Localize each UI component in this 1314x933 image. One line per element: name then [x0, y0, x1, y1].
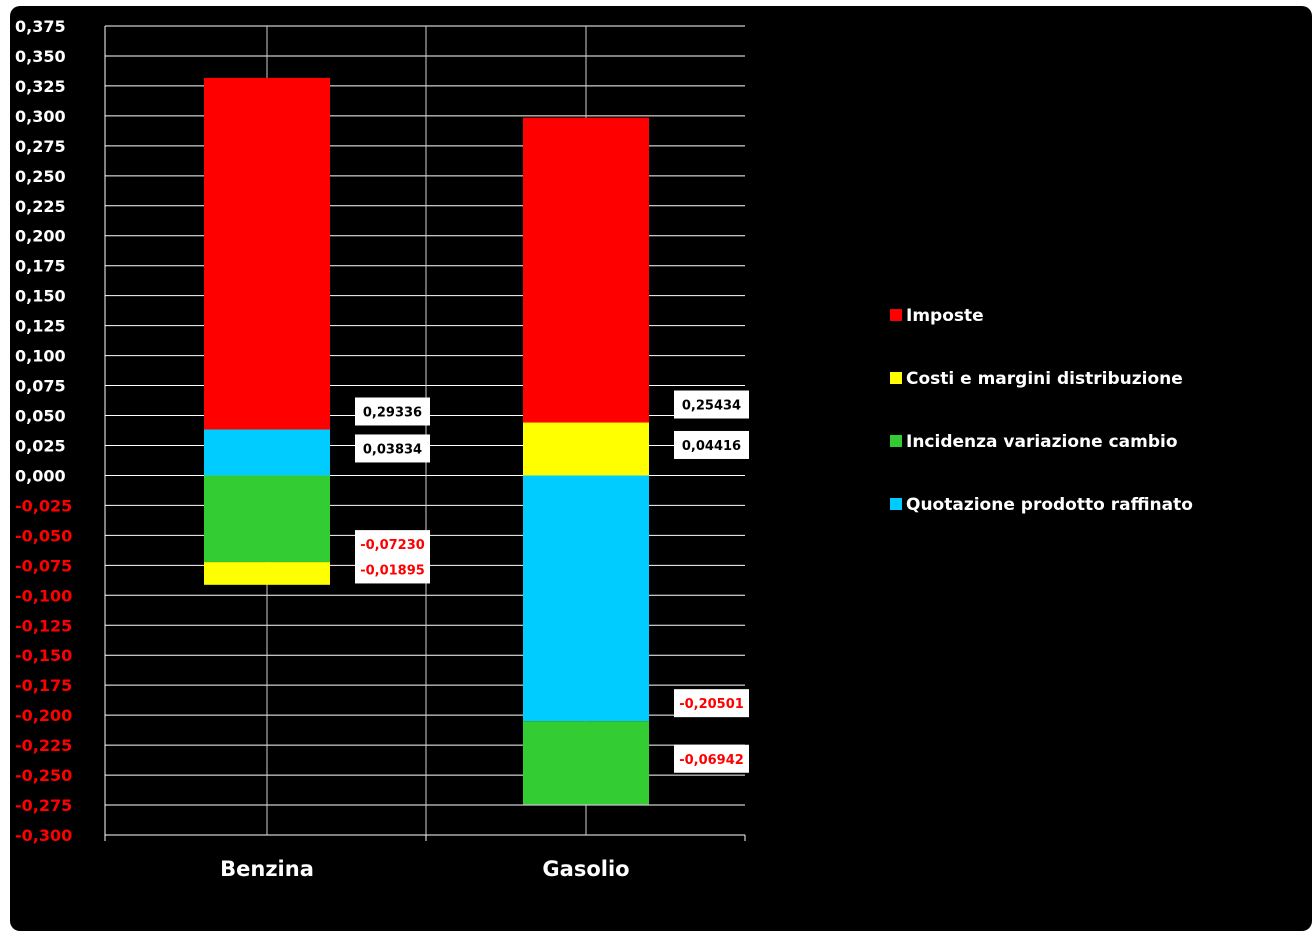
data-label-box: [355, 434, 430, 463]
data-label: 0,25434: [682, 399, 741, 414]
y-tick-label: -0,300: [15, 826, 72, 845]
data-label-box: [674, 390, 749, 419]
y-tick-label: -0,100: [15, 586, 72, 605]
data-label-box: [674, 430, 749, 459]
x-tick-label: Benzina: [220, 857, 314, 881]
y-tick-label: -0,150: [15, 646, 72, 665]
bar-gasolio-imposte: [523, 117, 649, 423]
chart-frame: 0,375 0,350 0,325 0,300 0,275 0,250 0,225 0,200…: [10, 6, 1312, 931]
bar-benzina-quotazione-prodotto-raffinato: [204, 429, 330, 476]
legend-label-costi-e-margini-distribuzione: Costi e margini distribuzione: [906, 369, 1183, 389]
y-tick-label: -0,050: [15, 526, 72, 545]
y-tick-label: 0,375: [15, 17, 66, 36]
data-label: -0,06942: [679, 753, 744, 768]
y-tick-label: 0,150: [15, 287, 66, 306]
bar-benzina-costi-e-margini-distribuzione: [204, 562, 330, 585]
y-tick-label: 0,075: [15, 377, 66, 396]
bar-benzina-incidenza-variazione-cambio: [204, 475, 330, 563]
y-tick-label: -0,125: [15, 616, 72, 635]
data-label-box: [355, 397, 430, 426]
y-tick-label: 0,000: [15, 466, 66, 485]
bar-benzina-imposte: [204, 77, 330, 430]
legend-swatch-imposte: [890, 309, 902, 321]
y-tick-label: 0,050: [15, 407, 66, 426]
y-tick-label: -0,275: [15, 796, 72, 815]
y-tick-label: -0,200: [15, 706, 72, 725]
legend-swatch-costi-e-margini-distribuzione: [890, 372, 902, 384]
data-label: 0,03834: [363, 442, 422, 457]
data-label: -0,07230: [360, 538, 425, 553]
y-tick-label: -0,225: [15, 736, 72, 755]
legend-swatch-quotazione-prodotto-raffinato: [890, 498, 902, 510]
chart-svg: 0,375 0,350 0,325 0,300 0,275 0,250 0,225 0,200…: [15, 17, 1193, 881]
y-tick-label: 0,125: [15, 317, 66, 336]
y-tick-label: 0,025: [15, 436, 66, 455]
y-tick-label: 0,325: [15, 77, 66, 96]
y-tick-label: 0,350: [15, 47, 66, 66]
y-tick-label: 0,300: [15, 107, 66, 126]
data-label-box: [355, 530, 430, 559]
y-tick-label: 0,200: [15, 227, 66, 246]
legend-swatch-incidenza-variazione-cambio: [890, 435, 902, 447]
data-label: 0,04416: [682, 439, 741, 454]
data-label: -0,01895: [360, 563, 425, 578]
y-tick-label: 0,100: [15, 347, 66, 366]
data-label-box: [674, 689, 749, 718]
x-tick-label: Gasolio: [542, 857, 629, 881]
data-label-box: [355, 555, 430, 584]
y-tick-label: 0,175: [15, 257, 66, 276]
bar-gasolio-incidenza-variazione-cambio: [523, 721, 649, 805]
legend-label-imposte: Imposte: [906, 306, 984, 326]
y-tick-label: 0,275: [15, 137, 66, 156]
y-tick-label: -0,025: [15, 496, 72, 515]
y-tick-label: 0,250: [15, 167, 66, 186]
bar-gasolio-quotazione-prodotto-raffinato: [523, 475, 649, 722]
bar-gasolio-costi-e-margini-distribuzione: [523, 422, 649, 476]
y-tick-label: -0,250: [15, 766, 72, 785]
legend-label-quotazione-prodotto-raffinato: Quotazione prodotto raffinato: [906, 495, 1193, 515]
y-tick-label: -0,075: [15, 556, 72, 575]
legend-label-incidenza-variazione-cambio: Incidenza variazione cambio: [906, 432, 1178, 452]
y-tick-label: 0,225: [15, 197, 66, 216]
data-label: 0,29336: [363, 405, 422, 420]
data-label-box: [674, 744, 749, 773]
data-label: -0,20501: [679, 697, 744, 712]
y-tick-label: -0,175: [15, 676, 72, 695]
